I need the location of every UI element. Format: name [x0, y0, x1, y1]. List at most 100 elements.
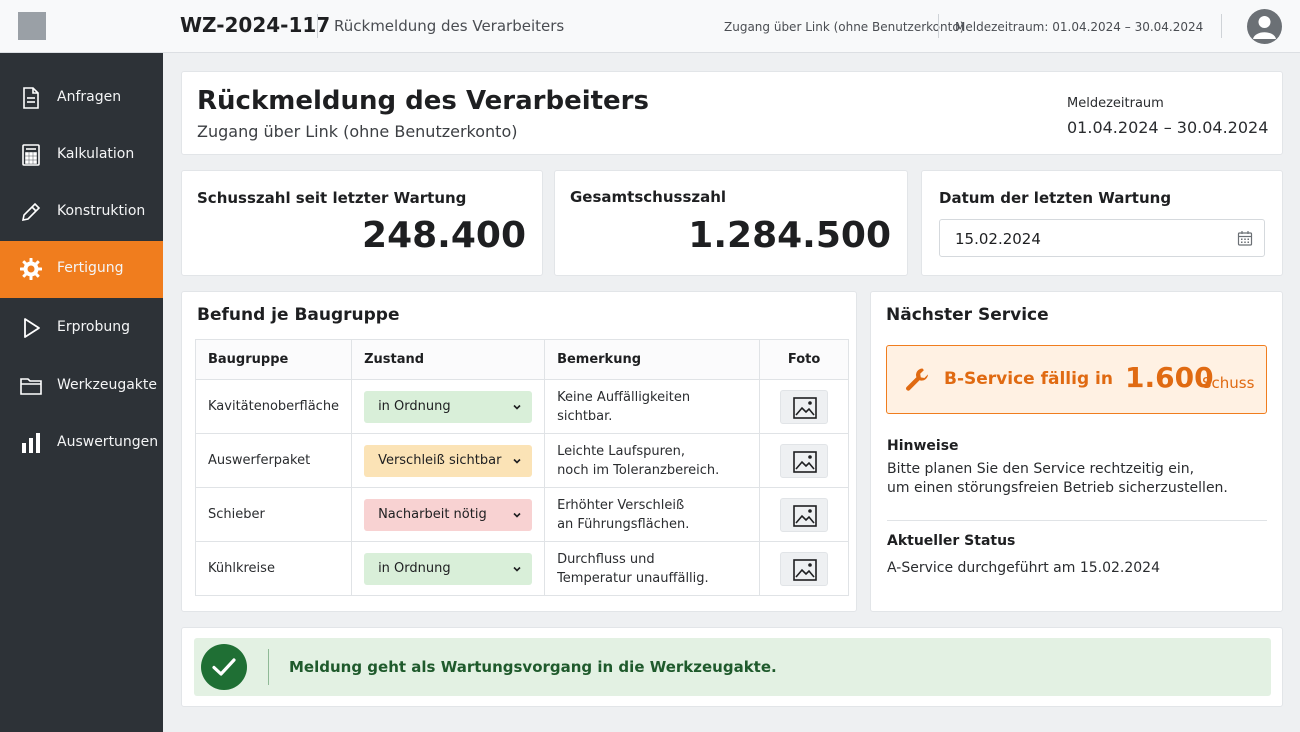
status-cell: Verschleiß sichtbar [351, 433, 546, 488]
service-due-label: B-Service fällig in [944, 369, 1113, 389]
remark-line: noch im Toleranzbereich. [557, 462, 720, 478]
page-title: Rückmeldung des Verarbeiters [197, 86, 649, 116]
findings-table: Baugruppe Zustand Bemerkung Foto Kavität… [194, 339, 850, 596]
assembly-name: Schieber [194, 487, 353, 542]
photo-cell [759, 433, 850, 488]
top-divider [1221, 14, 1222, 38]
sidebar-item-auswertungen[interactable]: Auswertungen [0, 415, 163, 472]
gear-icon [20, 258, 42, 280]
banner-message: Meldung geht als Wartungsvorgang in die … [289, 658, 777, 676]
service-due-unit: Schuss [1202, 374, 1255, 392]
photo-button[interactable] [780, 497, 829, 532]
shots-since-service-card: Schusszahl seit letzter Wartung 248.400 [181, 170, 543, 276]
remark-cell: Keine Auffälligkeiten sichtbar. [544, 379, 761, 434]
remark-line: Leichte Laufspuren, [557, 443, 686, 459]
findings-card: Befund je Baugruppe Baugruppe Zustand Be… [181, 291, 857, 612]
photo-button[interactable] [780, 443, 829, 478]
column-header: Zustand [351, 339, 546, 380]
status-label: Aktueller Status [887, 533, 1016, 549]
photo-button[interactable] [780, 389, 829, 424]
period-value: 01.04.2024 – 30.04.2024 [1067, 118, 1269, 137]
photo-cell [759, 541, 850, 596]
image-icon [793, 450, 817, 473]
hints-label: Hinweise [887, 438, 959, 454]
date-value: 15.02.2024 [955, 230, 1041, 248]
stat-label: Datum der letzten Wartung [939, 189, 1172, 207]
stat-value: 1.284.500 [688, 215, 891, 256]
status-select[interactable]: in Ordnung [364, 552, 533, 585]
hint-line: Bitte planen Sie den Service rechtzeitig… [887, 461, 1195, 477]
banner-divider [268, 649, 269, 685]
sidebar-item-anfragen[interactable]: Anfragen [0, 70, 163, 127]
chevron-down-icon [513, 512, 521, 518]
stat-value: 248.400 [362, 215, 526, 256]
photo-cell [759, 487, 850, 542]
hint-line: um einen störungsfreien Betrieb sicherzu… [887, 480, 1228, 496]
user-icon [1253, 16, 1276, 39]
sidebar-item-konstruktion[interactable]: Konstruktion [0, 184, 163, 241]
status-value: in Ordnung [378, 398, 451, 414]
table-row: Kühlkreise in Ordnung Durchfluss und Tem… [194, 541, 850, 596]
status-value: in Ordnung [378, 560, 451, 576]
bar-chart-icon [22, 433, 40, 453]
sidebar-item-erprobung[interactable]: Erprobung [0, 300, 163, 357]
remark-line: sichtbar. [557, 408, 613, 424]
top-divider [317, 14, 318, 38]
page-subtitle: Zugang über Link (ohne Benutzerkonto) [197, 122, 518, 141]
status-cell: in Ordnung [351, 379, 546, 434]
folder-icon [20, 378, 42, 395]
last-service-card: Datum der letzten Wartung 15.02.2024 [921, 170, 1283, 276]
image-icon [793, 396, 817, 419]
status-select[interactable]: in Ordnung [364, 390, 533, 423]
calendar-icon[interactable] [1237, 230, 1253, 246]
success-banner: Meldung geht als Wartungsvorgang in die … [194, 638, 1271, 696]
status-select[interactable]: Verschleiß sichtbar [364, 444, 533, 477]
stat-label: Gesamtschusszahl [570, 188, 727, 206]
column-header: Baugruppe [194, 339, 353, 380]
top-divider [938, 14, 939, 38]
check-icon [212, 658, 236, 676]
sidebar-item-label: Werkzeugakte [57, 377, 158, 393]
last-service-date-input[interactable]: 15.02.2024 [939, 219, 1265, 257]
table-row: Schieber Nacharbeit nötig Erhöhter Versc… [194, 487, 850, 542]
service-due-value: 1.600 [1125, 361, 1214, 394]
status-select[interactable]: Nacharbeit nötig [364, 498, 533, 531]
remark-line: Durchfluss und [557, 551, 655, 567]
status-value: Verschleiß sichtbar [378, 452, 502, 468]
sidebar-item-fertigung[interactable]: Fertigung [0, 241, 163, 298]
assembly-name: Kavitätenoberfläche [194, 379, 353, 434]
stat-label: Schusszahl seit letzter Wartung [197, 189, 467, 207]
section-title: Nächster Service [886, 305, 1049, 325]
remark-line: Erhöhter Verschleiß [557, 497, 685, 513]
app-logo[interactable] [18, 12, 46, 40]
sidebar-item-label: Kalkulation [57, 146, 135, 162]
tool-id: WZ-2024-117 [180, 13, 331, 37]
sidebar-item-label: Fertigung [57, 260, 124, 276]
remark-cell: Leichte Laufspuren, noch im Toleranzbere… [544, 433, 761, 488]
hints-text: Bitte planen Sie den Service rechtzeitig… [887, 460, 1228, 498]
pencil-icon [21, 202, 41, 222]
image-icon [793, 558, 817, 581]
sidebar: Anfragen Kalkulation Konstruktion [0, 53, 163, 732]
remark-line: Keine Auffälligkeiten [557, 389, 691, 405]
chevron-down-icon [513, 458, 521, 464]
period-label: Meldezeitraum [1067, 96, 1164, 111]
header-card: Rückmeldung des Verarbeiters Zugang über… [181, 71, 1283, 155]
sidebar-item-kalkulation[interactable]: Kalkulation [0, 127, 163, 184]
table-header-row: Baugruppe Zustand Bemerkung Foto [194, 339, 850, 380]
divider [887, 520, 1267, 521]
sidebar-item-label: Auswertungen [57, 434, 159, 450]
column-header: Bemerkung [544, 339, 761, 380]
photo-button[interactable] [780, 551, 829, 586]
image-icon [793, 504, 817, 527]
document-icon [23, 87, 39, 109]
footer-card: Meldung geht als Wartungsvorgang in die … [181, 627, 1283, 707]
status-value: Nacharbeit nötig [378, 506, 487, 522]
status-text: A-Service durchgeführt am 15.02.2024 [887, 560, 1160, 576]
play-icon [24, 318, 40, 338]
user-avatar[interactable] [1247, 9, 1282, 44]
status-cell: Nacharbeit nötig [351, 487, 546, 542]
remark-cell: Durchfluss und Temperatur unauffällig. [544, 541, 761, 596]
sidebar-item-werkzeugakte[interactable]: Werkzeugakte [0, 358, 163, 415]
remark-cell: Erhöhter Verschleiß an Führungsflächen. [544, 487, 761, 542]
